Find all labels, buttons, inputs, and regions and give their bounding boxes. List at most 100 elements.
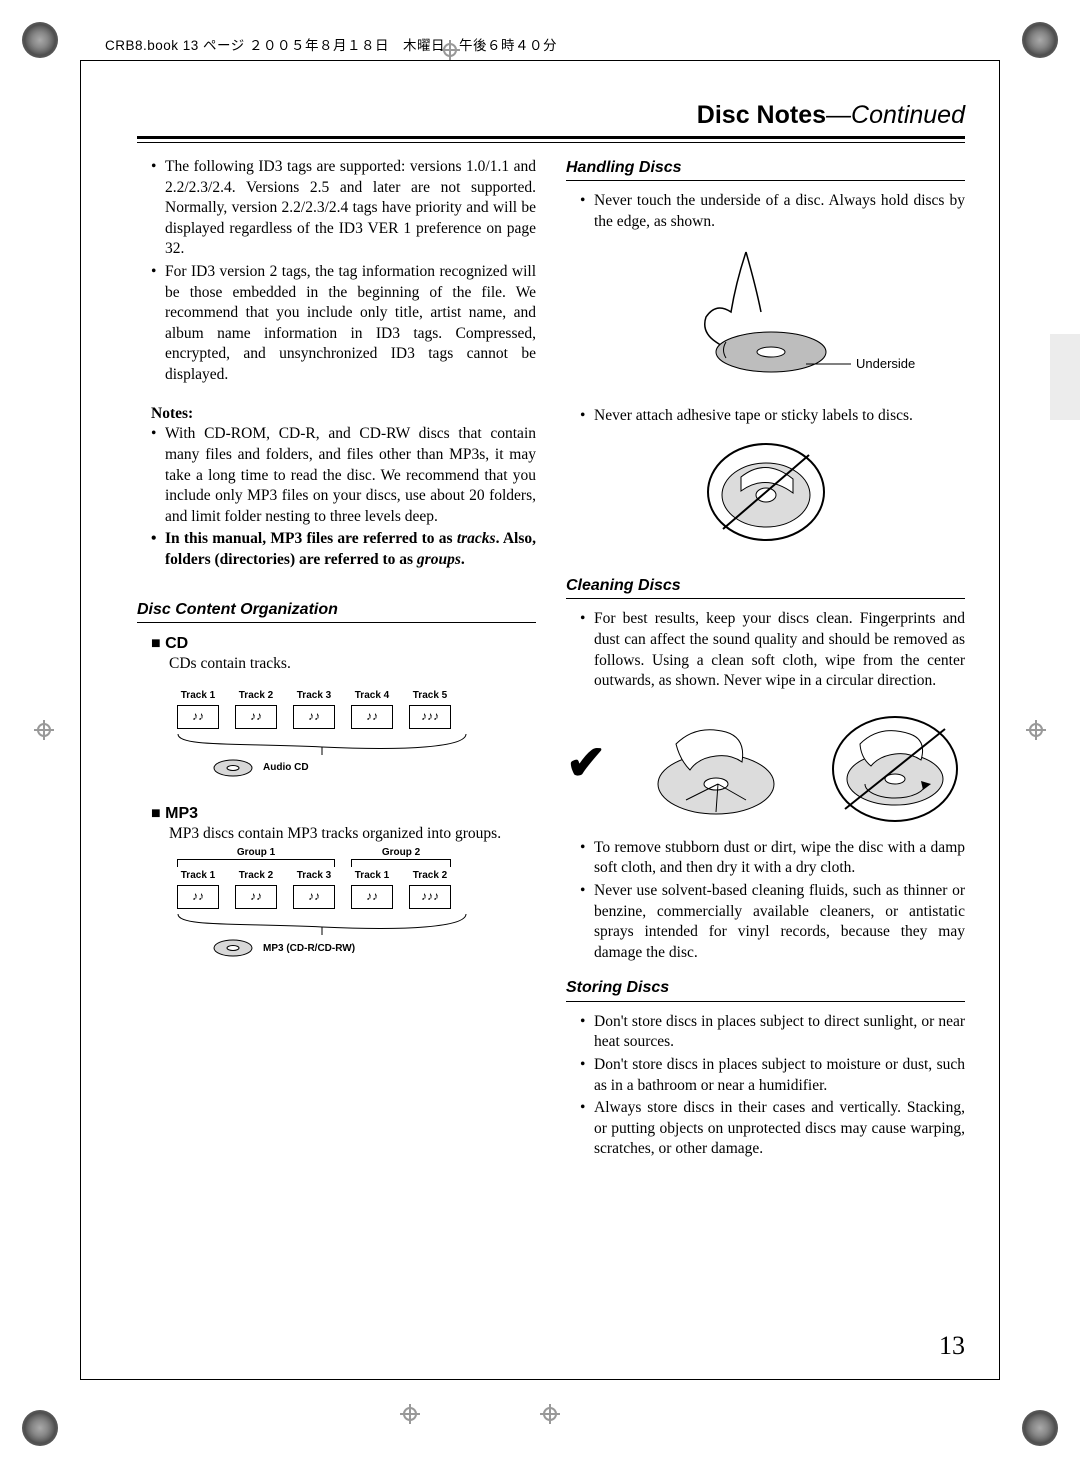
handling-bullet-list: Never touch the underside of a disc. Alw… [566,191,965,232]
list-item: In this manual, MP3 files are referred t… [151,529,536,570]
storing-bullet-list: Don't store discs in places subject to d… [566,1012,965,1160]
track-label: Track 1 [181,869,215,882]
section-heading-organization: Disc Content Organization [137,599,536,620]
track-box: ♪♪ [235,885,277,909]
title-rule-thin [137,142,965,143]
track-box: ♪♪ [293,885,335,909]
list-item: Don't store discs in places subject to d… [580,1012,965,1053]
registration-mark [540,1404,560,1424]
track-label: Track 1 [355,869,389,882]
track-label: Track 5 [413,689,447,702]
brace-icon [177,913,467,935]
section-heading-cleaning: Cleaning Discs [566,575,965,596]
section-rule [137,622,536,623]
list-item: Always store discs in their cases and ve… [580,1098,965,1160]
id3-bullet-list: The following ID3 tags are supported: ve… [137,157,536,386]
checkmark-icon: ✔ [566,732,606,796]
source-file-header: CRB8.book 13 ページ ２００５年８月１８日 木曜日 午後６時４０分 [105,34,557,54]
track-box: ♪♪ [351,705,393,729]
track-box: ♪♪ [293,705,335,729]
registration-mark [400,1404,420,1424]
left-column: The following ID3 tags are supported: ve… [137,157,536,1162]
list-item: With CD-ROM, CD-R, and CD-RW discs that … [151,424,536,527]
track-cell: Track 2 ♪♪ [235,869,277,909]
list-item: Don't store discs in places subject to m… [580,1055,965,1096]
list-item: To remove stubborn dust or dirt, wipe th… [580,838,965,879]
wipe-radial-illustration [646,704,786,824]
section-rule [566,180,965,181]
crop-rosette-bl [22,1410,58,1446]
thumb-tab [1050,334,1080,420]
cleaning-bullet-list: For best results, keep your discs clean.… [566,609,965,691]
notes-bullet-list: With CD-ROM, CD-R, and CD-RW discs that … [137,424,536,570]
note-em: groups [417,551,461,568]
track-box: ♪♪♪ [409,705,451,729]
mp3-track-diagram: Group 1 Group 2 Track 1 ♪♪ Track 2 ♪♪ [137,859,536,957]
track-label: Track 2 [239,869,273,882]
track-cell: Track 5 ♪♪♪ [409,689,451,729]
note-text: . [461,551,465,568]
track-cell: Track 1 ♪♪ [177,689,219,729]
mp3-description: MP3 discs contain MP3 tracks organized i… [137,824,536,845]
crop-rosette-tl [22,22,58,58]
brace-icon [177,733,467,755]
registration-mark [1026,720,1046,740]
subheading-mp3: MP3 [137,803,536,824]
section-rule [566,598,965,599]
note-em: tracks [457,530,496,547]
group-label: Group 1 [233,846,279,859]
underside-label: Underside [856,356,915,371]
page-number: 13 [939,1331,965,1361]
handling-bullet-list-2: Never attach adhesive tape or sticky lab… [566,406,965,427]
track-box: ♪♪ [177,885,219,909]
track-cell: Track 1 ♪♪ [351,869,393,909]
section-heading-handling: Handling Discs [566,157,965,178]
list-item: For best results, keep your discs clean.… [580,609,965,691]
title-main: Disc Notes [697,101,826,129]
cleaning-bullet-list-2: To remove stubborn dust or dirt, wipe th… [566,838,965,964]
registration-mark [34,720,54,740]
track-cell: Track 4 ♪♪ [351,689,393,729]
wipe-circular-forbidden-illustration [825,704,965,824]
disc-caption: Audio CD [263,761,309,774]
track-cell: Track 3 ♪♪ [293,689,335,729]
crop-rosette-tr [1022,22,1058,58]
section-heading-storing: Storing Discs [566,977,965,998]
disc-icon [213,939,253,957]
list-item: Never use solvent-based cleaning fluids,… [580,881,965,963]
track-label: Track 2 [239,689,273,702]
page-frame: Disc Notes—Continued The following ID3 t… [80,60,1000,1380]
list-item: Never attach adhesive tape or sticky lab… [580,406,965,427]
group-label: Group 2 [378,846,424,859]
list-item: The following ID3 tags are supported: ve… [151,157,536,260]
note-text: In this manual, MP3 files are referred t… [165,530,457,547]
track-label: Track 2 [413,869,447,882]
cd-track-diagram: Track 1 ♪♪ Track 2 ♪♪ Track 3 ♪♪ Track 4… [137,689,536,777]
page-title-block: Disc Notes—Continued [137,101,965,130]
disc-caption: MP3 (CD-R/CD-RW) [263,942,355,955]
list-item: For ID3 version 2 tags, the tag informat… [151,262,536,386]
cleaning-illustration-pair: ✔ [566,704,965,824]
notes-heading: Notes: [137,404,536,425]
section-rule [566,1001,965,1002]
subheading-cd: CD [137,633,536,654]
track-cell: Track 2 ♪♪♪ [409,869,451,909]
track-label: Track 3 [297,869,331,882]
track-box: ♪♪ [351,885,393,909]
title-rule-thick [137,136,965,139]
cd-description: CDs contain tracks. [137,654,536,675]
track-box: ♪♪ [235,705,277,729]
track-label: Track 4 [355,689,389,702]
track-box: ♪♪♪ [409,885,451,909]
disc-icon [213,759,253,777]
page-title: Disc Notes—Continued [697,101,965,129]
crop-rosette-br [1022,1410,1058,1446]
track-label: Track 3 [297,689,331,702]
track-cell: Track 1 ♪♪ [177,869,219,909]
track-cell: Track 2 ♪♪ [235,689,277,729]
no-label-disc-illustration [701,437,831,547]
list-item: Never touch the underside of a disc. Alw… [580,191,965,232]
track-box: ♪♪ [177,705,219,729]
track-label: Track 1 [181,689,215,702]
title-continued: —Continued [826,101,965,129]
